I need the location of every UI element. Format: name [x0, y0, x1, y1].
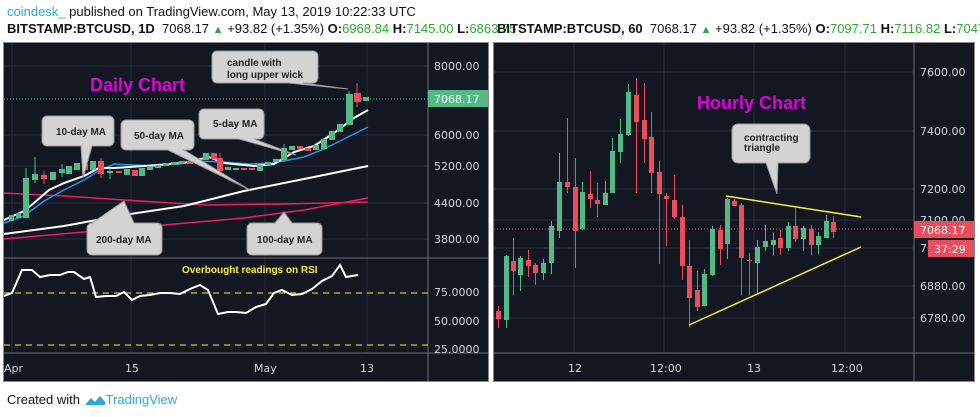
left-symbol: BITSTAMP:BTCUSD, 1D	[7, 21, 155, 36]
up-arrow-icon: ▲	[212, 24, 224, 36]
hourly-chart-panel[interactable]: Hourly Chart contracting triangle 7600.0…	[493, 42, 975, 382]
time-tick: 15	[125, 362, 139, 375]
left-low: 6863.75	[469, 21, 517, 36]
price-tick: 7600.00	[920, 66, 966, 79]
last-price-tag-text: 7068.17	[920, 224, 966, 237]
publish-info: coindesk_ published on TradingView.com, …	[7, 4, 416, 19]
footer: Created with TradingView	[7, 392, 177, 407]
rsi-tick: 25.0000	[434, 343, 480, 356]
daily-candles	[9, 83, 369, 221]
time-tick: 13	[747, 362, 761, 375]
price-tick: 7200.00	[920, 183, 966, 196]
time-tick: 12:00	[650, 362, 682, 375]
open-label: O:	[815, 21, 830, 36]
price-tick: 5200.00	[434, 160, 480, 173]
created-with-label: Created with	[7, 392, 80, 407]
left-high: 7145.00	[406, 21, 454, 36]
left-legend: BITSTAMP:BTCUSD, 1D 7068.17 ▲ +93.82 (+1…	[7, 21, 516, 36]
last-price-tag-text: 7068.17	[434, 93, 480, 106]
callout-triangle: triangle	[744, 143, 781, 154]
daily-chart-panel[interactable]: Overbought readings on RSI 8000.00 6000.…	[3, 42, 489, 382]
right-legend: BITSTAMP:BTCUSD, 60 7068.17 ▲ +93.82 (+1…	[497, 21, 980, 36]
rsi-annotation: Overbought readings on RSI	[182, 265, 318, 276]
callout-ma200: 200-day MA	[96, 235, 152, 246]
price-tick: 6880.00	[920, 280, 966, 293]
low-label: L:	[943, 21, 957, 36]
left-change: +93.82 (+1.35%)	[227, 21, 325, 36]
time-tick: Apr	[4, 362, 24, 375]
published-text: published on TradingView.com, May 13, 20…	[65, 4, 416, 19]
right-symbol: BITSTAMP:BTCUSD, 60	[497, 21, 643, 36]
right-open: 7097.71	[829, 21, 877, 36]
countdown-tag	[928, 240, 974, 257]
hourly-chart-title: Hourly Chart	[697, 93, 806, 113]
left-last: 7068.17	[162, 21, 210, 36]
publisher-link[interactable]: coindesk_	[7, 4, 66, 19]
left-open: 6968.84	[342, 21, 390, 36]
time-tick: 12:00	[831, 362, 863, 375]
hourly-candles	[496, 78, 836, 328]
price-tick: 6780.00	[920, 312, 966, 325]
price-tick: 7400.00	[920, 125, 966, 138]
tradingview-link[interactable]: TradingView	[105, 392, 178, 407]
high-label: H:	[880, 21, 895, 36]
time-tick: 13	[360, 362, 374, 375]
callout-ma50: 50-day MA	[134, 131, 184, 142]
right-change: +93.82 (+1.35%)	[715, 21, 812, 36]
callout-ma100: 100-day MA	[257, 235, 313, 246]
countdown-text: 37:29	[934, 243, 966, 256]
up-arrow-icon: ▲	[700, 24, 712, 36]
right-high: 7116.82	[894, 21, 941, 36]
daily-chart-title: Daily Chart	[90, 75, 185, 95]
daily-chart-canvas[interactable]: Overbought readings on RSI 8000.00 6000.…	[4, 43, 488, 381]
right-low: 7047.90	[956, 21, 980, 36]
price-tick: 4400.00	[434, 197, 480, 210]
last-price-tag	[914, 221, 974, 238]
time-tick: 12	[568, 362, 582, 375]
callout-wick: candle with	[227, 58, 281, 69]
hourly-chart-canvas[interactable]: Hourly Chart contracting triangle 7600.0…	[494, 43, 974, 381]
rsi-tick: 75.0000	[434, 286, 480, 299]
rsi-tick: 50.0000	[434, 315, 480, 328]
right-last: 7068.17	[649, 21, 697, 36]
price-tick: 3800.00	[434, 233, 480, 246]
low-label: L:	[457, 21, 470, 36]
callout-ma5: 5-day MA	[213, 119, 257, 130]
callout-wick: long upper wick	[227, 70, 304, 81]
price-tick: 6000.00	[434, 129, 480, 142]
tradingview-logo-icon	[84, 396, 105, 405]
callout-triangle: contracting	[744, 133, 798, 144]
callout-ma10: 10-day MA	[56, 127, 106, 138]
open-label: O:	[327, 21, 343, 36]
high-label: H:	[392, 21, 407, 36]
triangle-lower-line	[688, 246, 862, 326]
triangle-upper-line	[725, 195, 862, 218]
last-price-tag	[428, 90, 488, 107]
time-tick: May	[254, 362, 277, 375]
price-tick: 8000.00	[434, 60, 480, 73]
